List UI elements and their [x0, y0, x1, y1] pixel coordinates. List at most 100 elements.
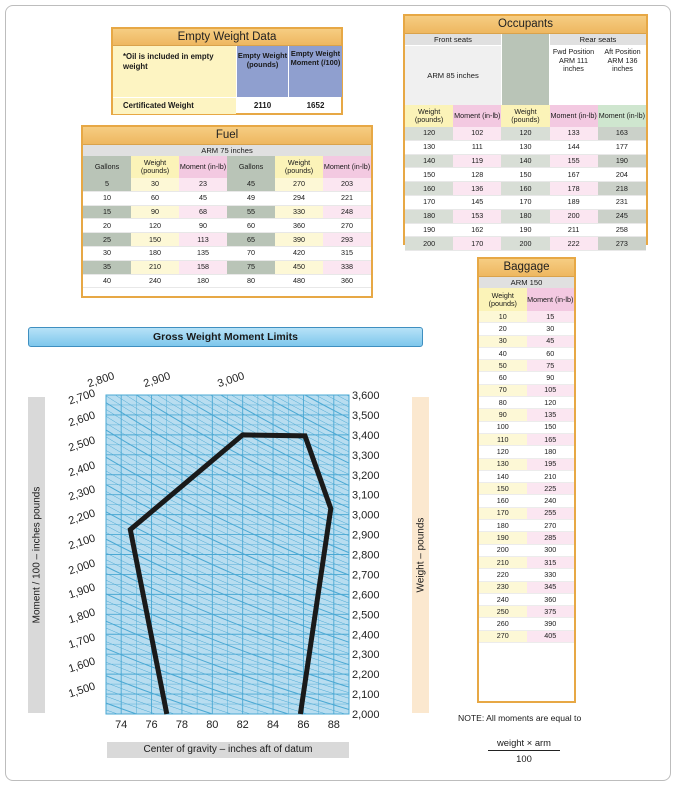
- baggage-cell: 120: [526, 396, 574, 410]
- occupant-cell: 204: [597, 167, 646, 183]
- fuel-table: Gallons Weight (pounds) Moment (in-lb) G…: [83, 156, 371, 289]
- occupant-row: 160 136 160 178 218: [405, 181, 646, 196]
- baggage-cell: 225: [526, 482, 574, 496]
- baggage-cell: 375: [526, 605, 574, 619]
- baggage-row: 40 60: [479, 347, 574, 361]
- right-axis-bar: [412, 397, 429, 713]
- occupant-cell: 160: [405, 181, 454, 196]
- left-axis-bar: [28, 397, 45, 713]
- baggage-cell: 75: [526, 359, 574, 373]
- baggage-cell: 70: [479, 384, 527, 398]
- baggage-cell: 160: [479, 494, 527, 508]
- baggage-cell: 315: [526, 556, 574, 570]
- baggage-cell: 195: [526, 458, 574, 471]
- baggage-table: Weight (pounds) Moment (in-lb) 10 15 20 30 3…: [479, 288, 574, 644]
- baggage-cell: 150: [479, 482, 527, 496]
- occupants-table: Weight (pounds) Moment (in-lb) Weight (p…: [405, 105, 646, 252]
- fuel-row: 35 210 158 75 450 338: [83, 260, 371, 275]
- baggage-row: 160 240: [479, 494, 574, 508]
- baggage-row: 230 345: [479, 581, 574, 594]
- fuel-cell: 75: [227, 260, 275, 275]
- fuel-cell: 135: [179, 246, 227, 261]
- baggage-cell: 260: [479, 617, 527, 631]
- occupant-cell: 190: [597, 154, 646, 169]
- occupant-cell: 160: [501, 181, 550, 196]
- occupant-cell: 120: [405, 127, 454, 141]
- occupant-cell: 180: [501, 209, 550, 224]
- fuel-cell: 450: [275, 260, 323, 275]
- occupant-cell: 128: [453, 167, 502, 183]
- occupant-cell: 111: [453, 140, 502, 155]
- fuel-cell: 20: [83, 218, 131, 234]
- fuel-cell: 80: [227, 274, 275, 289]
- occupant-cell: 189: [549, 195, 598, 210]
- baggage-cell: 250: [479, 605, 527, 619]
- occupant-cell: 140: [501, 154, 550, 169]
- fuel-cell: 15: [83, 205, 131, 220]
- occupant-row: 140 119 140 155 190: [405, 154, 646, 169]
- chart-title: Gross Weight Moment Limits: [28, 327, 423, 347]
- baggage-cell: 90: [526, 371, 574, 385]
- fuel-cell: 420: [275, 246, 323, 261]
- empty-weight-title: Empty Weight Data: [113, 29, 341, 46]
- fuel-header-gallons: Gallons: [83, 156, 131, 178]
- baggage-row: 90 135: [479, 408, 574, 422]
- baggage-cell: 200: [479, 544, 527, 557]
- left-axis-label: Moment / 100 – inches pounds: [31, 486, 43, 624]
- fuel-header-weight: Weight (pounds): [131, 156, 179, 178]
- occupant-cell: 180: [405, 209, 454, 224]
- occupant-cell: 200: [501, 236, 550, 252]
- baggage-row: 250 375: [479, 605, 574, 619]
- occupant-cell: 211: [549, 223, 598, 238]
- occupant-cell: 150: [405, 167, 454, 183]
- fuel-cell: 55: [227, 205, 275, 220]
- baggage-cell: 270: [526, 519, 574, 533]
- baggage-cell: 210: [526, 470, 574, 484]
- baggage-cell: 190: [479, 531, 527, 545]
- fuel-cell: 60: [131, 191, 179, 206]
- fuel-cell: 65: [227, 232, 275, 247]
- baggage-cell: 360: [526, 593, 574, 607]
- fuel-cell: 294: [275, 191, 323, 206]
- occupant-cell: 155: [549, 154, 598, 169]
- baggage-row: 170 255: [479, 507, 574, 521]
- note-text: NOTE: All moments are equal to: [458, 713, 582, 723]
- front-seats-label: Front seats: [405, 34, 501, 45]
- fuel-row: 20 120 90 60 360 270: [83, 218, 371, 234]
- fuel-cell: 30: [131, 178, 179, 192]
- baggage-moment-header: Moment (in-lb): [526, 288, 574, 311]
- fuel-cell: 113: [179, 232, 227, 247]
- fuel-cell: 158: [179, 260, 227, 275]
- fuel-cell: 30: [83, 246, 131, 261]
- fuel-cell: 150: [131, 232, 179, 247]
- aft-moment-header: Moment (in-lb): [597, 105, 646, 127]
- occupant-cell: 178: [549, 181, 598, 196]
- fwd-position-label: Fwd Position ARM 111 inches: [552, 47, 595, 74]
- occupant-cell: 190: [405, 223, 454, 238]
- fuel-cell: 180: [179, 274, 227, 289]
- fuel-cell: 180: [131, 246, 179, 261]
- occupant-row: 150 128 150 167 204: [405, 167, 646, 183]
- baggage-cell: 60: [479, 371, 527, 385]
- occupant-row: 180 153 180 200 245: [405, 209, 646, 224]
- occupant-cell: 200: [405, 236, 454, 252]
- occupant-cell: 150: [501, 167, 550, 183]
- baggage-cell: 100: [479, 421, 527, 434]
- empty-moment-value: 1652: [306, 101, 325, 110]
- baggage-cell: 210: [479, 556, 527, 570]
- fwd-moment-header: Moment (in-lb): [549, 105, 598, 127]
- baggage-row: 70 105: [479, 384, 574, 398]
- baggage-arm: ARM 150: [479, 277, 574, 288]
- fuel-cell: 45: [227, 178, 275, 192]
- occupant-cell: 177: [597, 140, 646, 155]
- fuel-cell: 315: [323, 246, 371, 261]
- baggage-row: 20 30: [479, 322, 574, 336]
- baggage-panel: Baggage ARM 150 Weight (pounds) Moment (…: [477, 257, 576, 703]
- occupant-cell: 218: [597, 181, 646, 196]
- baggage-row: 60 90: [479, 371, 574, 385]
- occupant-cell: 102: [453, 127, 502, 141]
- right-axis-label: Weight – pounds: [415, 517, 427, 593]
- fuel-panel: Fuel ARM 75 inches Gallons Weight (pound…: [81, 125, 373, 298]
- fuel-cell: 293: [323, 232, 371, 247]
- rear-weight-header: Weight (pounds): [501, 105, 550, 127]
